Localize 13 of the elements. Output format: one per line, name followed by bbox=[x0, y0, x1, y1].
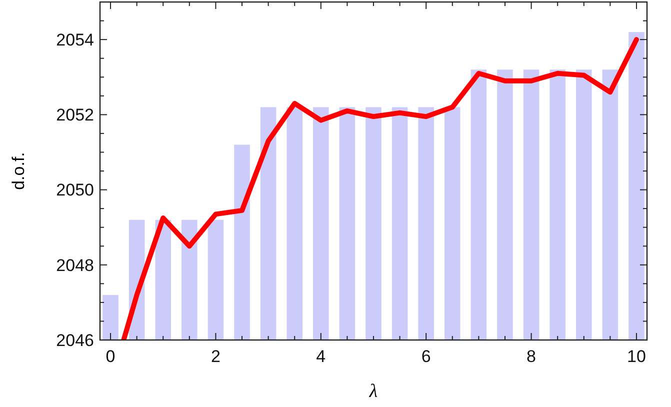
y-tick-label: 2046 bbox=[56, 330, 94, 350]
y-tick-label: 2054 bbox=[56, 30, 94, 50]
x-tick-label: 6 bbox=[421, 347, 431, 366]
x-tick-label: 0 bbox=[106, 347, 116, 366]
x-tick-label: 10 bbox=[627, 347, 646, 366]
x-tick-label: 2 bbox=[210, 347, 220, 366]
x-axis-title: λ bbox=[368, 381, 378, 402]
y-tick-label: 2052 bbox=[56, 106, 94, 125]
y-tick-label: 2048 bbox=[56, 256, 94, 275]
x-tick-label: 4 bbox=[316, 347, 326, 366]
x-tick-label: 8 bbox=[526, 347, 536, 366]
y-axis-title: d.o.f. bbox=[9, 152, 28, 190]
y-tick-label: 2050 bbox=[56, 180, 94, 200]
